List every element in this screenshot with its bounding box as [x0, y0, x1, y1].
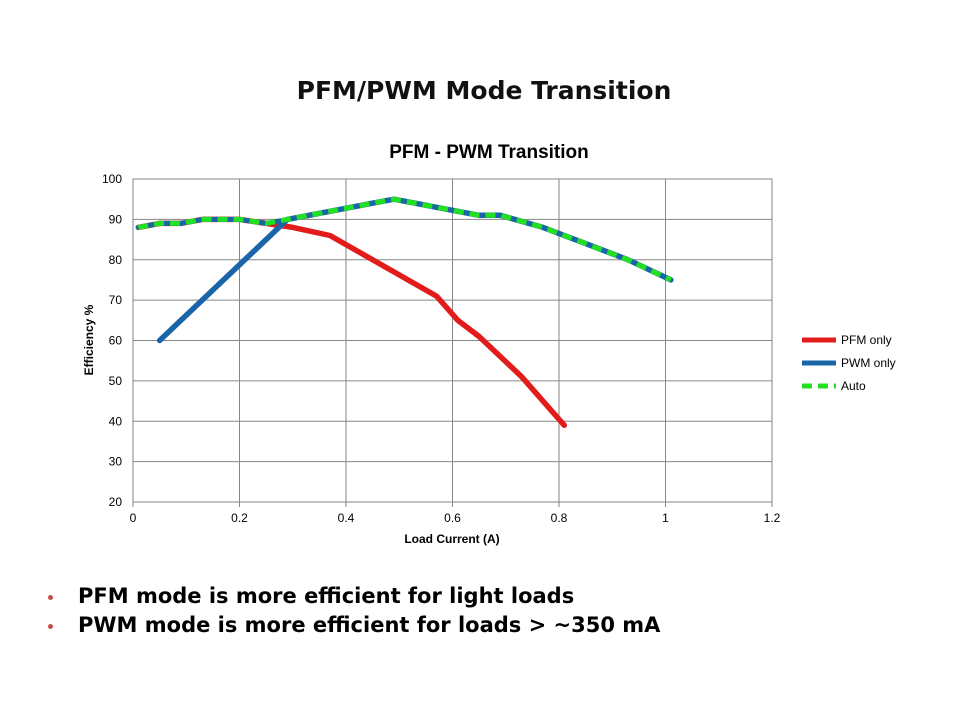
series-line-auto-underlay [135, 196, 674, 283]
x-tick-label: 0.2 [231, 511, 248, 525]
legend-label: Auto [841, 379, 866, 393]
chart-grid [132, 178, 773, 503]
bullet-item: PFM mode is more efficient for light loa… [46, 582, 660, 611]
x-tick-label: 1 [662, 511, 669, 525]
y-tick-label: 20 [109, 495, 123, 509]
chart-legend: PFM only PWM only Auto [802, 333, 896, 393]
series-line-pfm-only [135, 216, 568, 429]
efficiency-chart: PFM - PWM Transition 2030405060708090100… [82, 142, 896, 546]
bullet-text: PWM mode is more efficient for loads > ~… [78, 613, 661, 637]
bullet-item: PWM mode is more efficient for loads > ~… [46, 611, 660, 640]
x-tick-label: 0.6 [444, 511, 461, 525]
y-tick-label: 60 [109, 334, 123, 348]
bullet-dot-icon [48, 624, 53, 629]
chart-series [135, 196, 674, 429]
legend-label: PWM only [841, 356, 896, 370]
y-tick-label: 70 [109, 293, 123, 307]
y-axis-label: Efficiency % [82, 304, 96, 375]
x-tick-label: 0 [130, 511, 137, 525]
y-tick-label: 100 [102, 172, 122, 186]
y-tick-label: 90 [109, 212, 123, 226]
chart-title: PFM - PWM Transition [389, 142, 589, 163]
chart-axes: 20 30 40 50 60 70 80 90 100 0 0.2 0.4 0.6 0.8 1 1.2 [102, 172, 781, 525]
y-tick-label: 30 [109, 455, 123, 469]
x-axis-label: Load Current (A) [404, 532, 499, 546]
x-tick-label: 0.8 [551, 511, 568, 525]
bullet-text: PFM mode is more efficient for light loa… [78, 584, 575, 608]
legend-label: PFM only [841, 333, 892, 347]
bullet-list: PFM mode is more efficient for light loa… [46, 582, 660, 640]
x-tick-label: 1.2 [764, 511, 781, 525]
y-tick-label: 80 [109, 253, 123, 267]
y-tick-label: 40 [109, 414, 123, 428]
bullet-dot-icon [48, 595, 53, 600]
y-tick-label: 50 [109, 374, 123, 388]
slide-title: PFM/PWM Mode Transition [296, 76, 672, 105]
x-tick-label: 0.4 [338, 511, 355, 525]
series-line-auto [137, 196, 672, 283]
